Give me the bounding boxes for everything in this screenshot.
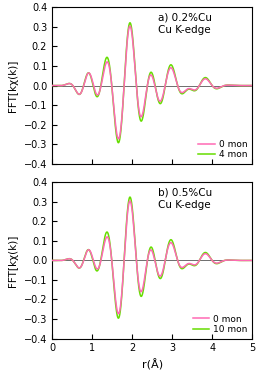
Text: a) 0.2%Cu
Cu K-edge: a) 0.2%Cu Cu K-edge — [158, 12, 212, 35]
Y-axis label: FFT[kχ(k)]: FFT[kχ(k)] — [8, 60, 18, 112]
Y-axis label: FFT[kχ(k)]: FFT[kχ(k)] — [8, 234, 18, 286]
Legend: 0 mon, 10 mon: 0 mon, 10 mon — [191, 313, 250, 336]
Legend: 0 mon, 4 mon: 0 mon, 4 mon — [197, 138, 250, 161]
Text: b) 0.5%Cu
Cu K-edge: b) 0.5%Cu Cu K-edge — [158, 187, 212, 210]
X-axis label: r(Å): r(Å) — [141, 359, 163, 371]
